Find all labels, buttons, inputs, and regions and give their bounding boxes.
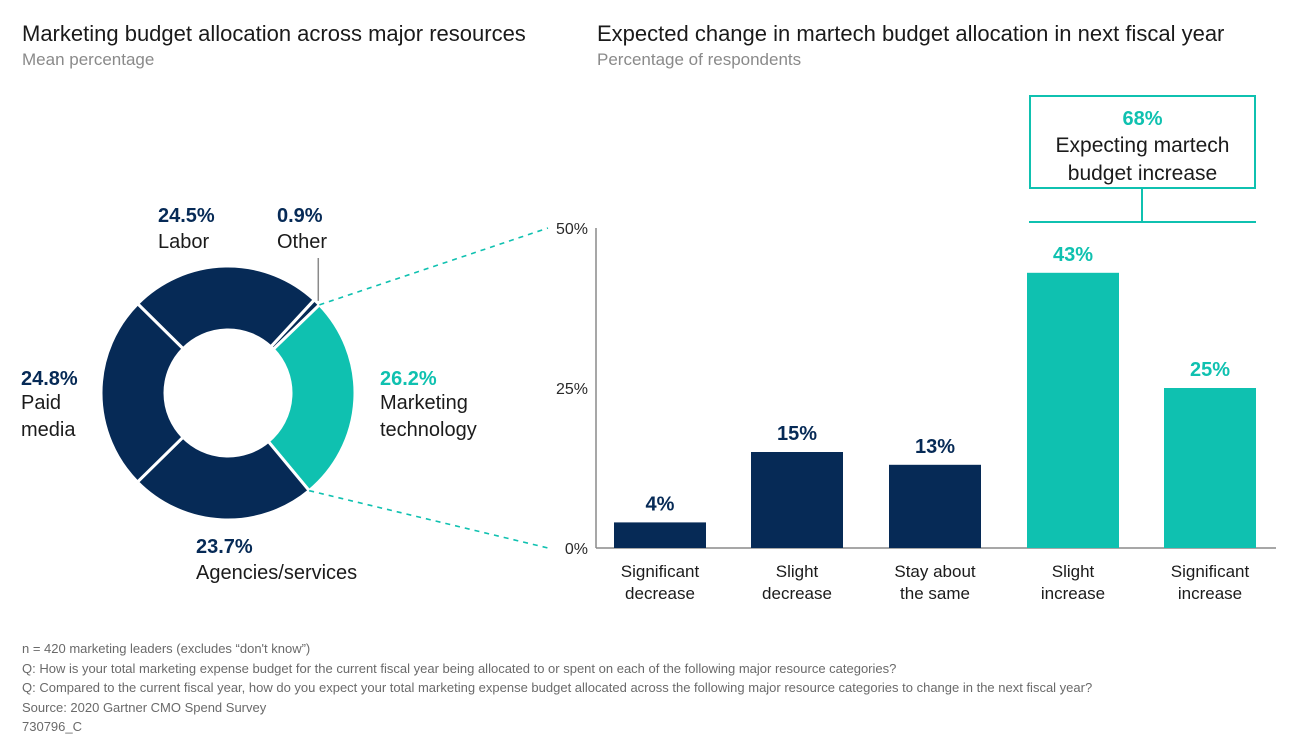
- connector-line-bottom: [309, 489, 549, 549]
- donut-slice-marketing-technology: [266, 302, 357, 493]
- label-value-agencies: 23.7%: [196, 536, 253, 558]
- left-chart-subtitle: Mean percentage: [22, 50, 155, 69]
- right-chart-title: Expected change in martech budget alloca…: [597, 21, 1225, 46]
- bar-value-label-3: 13%: [915, 436, 955, 458]
- connector-line-top: [319, 227, 549, 306]
- callout-value: 68%: [1122, 108, 1163, 130]
- label-name-labor: Labor: [158, 231, 209, 253]
- label-name-paid-media-1: Paid: [21, 392, 61, 414]
- bar-4: [1027, 272, 1119, 548]
- x-category-label-2-line-1: Slight: [776, 562, 819, 581]
- label-value-martech: 26.2%: [380, 368, 437, 390]
- label-name-paid-media-2: media: [21, 419, 76, 441]
- x-category-label-4-line-2: increase: [1041, 584, 1105, 603]
- footnote-question-1: Q: How is your total marketing expense b…: [22, 660, 897, 676]
- callout-line-2: budget increase: [1067, 162, 1218, 185]
- callout-line-1: Expecting martech: [1055, 134, 1230, 157]
- bar-value-label-2: 15%: [777, 423, 817, 445]
- bar-3: [889, 464, 981, 548]
- y-tick-label-0: 0%: [565, 541, 588, 558]
- bar-1: [614, 522, 706, 548]
- x-category-label-1-line-1: Significant: [621, 562, 700, 581]
- label-name-martech-1: Marketing: [380, 392, 468, 414]
- x-category-label-5-line-2: increase: [1178, 584, 1242, 603]
- label-value-other: 0.9%: [277, 205, 323, 227]
- martech-increase-callout: 68% Expecting martech budget increase: [1029, 95, 1256, 189]
- label-value-paid-media: 24.8%: [21, 368, 78, 390]
- donut-slice-paid-media: [99, 301, 186, 485]
- footnote-id: 730796_C: [22, 719, 82, 734]
- footnote-question-2: Q: Compared to the current fiscal year, …: [22, 680, 1093, 695]
- x-category-label-2-line-2: decrease: [762, 584, 832, 603]
- footnote-source: Source: 2020 Gartner CMO Spend Survey: [22, 699, 267, 715]
- x-category-label-4-line-1: Slight: [1052, 562, 1095, 581]
- left-chart-title: Marketing budget allocation across major…: [22, 21, 526, 46]
- footnote-sample: n = 420 marketing leaders (excludes “don…: [22, 641, 311, 656]
- bar-5: [1164, 388, 1256, 548]
- x-category-label-5-line-1: Significant: [1171, 562, 1250, 581]
- x-category-label-3-line-1: Stay about: [894, 562, 976, 581]
- label-name-agencies: Agencies/services: [196, 562, 357, 584]
- label-name-martech-2: technology: [380, 419, 477, 441]
- bar-value-label-1: 4%: [646, 493, 675, 515]
- label-value-labor: 24.5%: [158, 205, 215, 227]
- y-tick-label-25: 25%: [556, 381, 588, 398]
- charts-canvas: 24.5% Labor 0.9% Other 24.8%Paid media 26.2%Ma…: [21, 189, 1276, 603]
- footnotes: n = 420 marketing leaders (excludes “don…: [22, 639, 1092, 737]
- y-tick-label-50: 50%: [556, 221, 588, 238]
- donut-slice-agencies-services: [135, 435, 312, 522]
- bar-2: [751, 452, 843, 548]
- x-category-label-3-line-2: the same: [900, 584, 970, 603]
- right-chart-subtitle: Percentage of respondents: [597, 50, 802, 69]
- x-category-label-1-line-2: decrease: [625, 584, 695, 603]
- donut-slice-labor: [135, 264, 317, 351]
- bar-value-label-5: 25%: [1190, 359, 1230, 381]
- label-name-other: Other: [277, 231, 327, 253]
- bar-value-label-4: 43%: [1053, 244, 1093, 266]
